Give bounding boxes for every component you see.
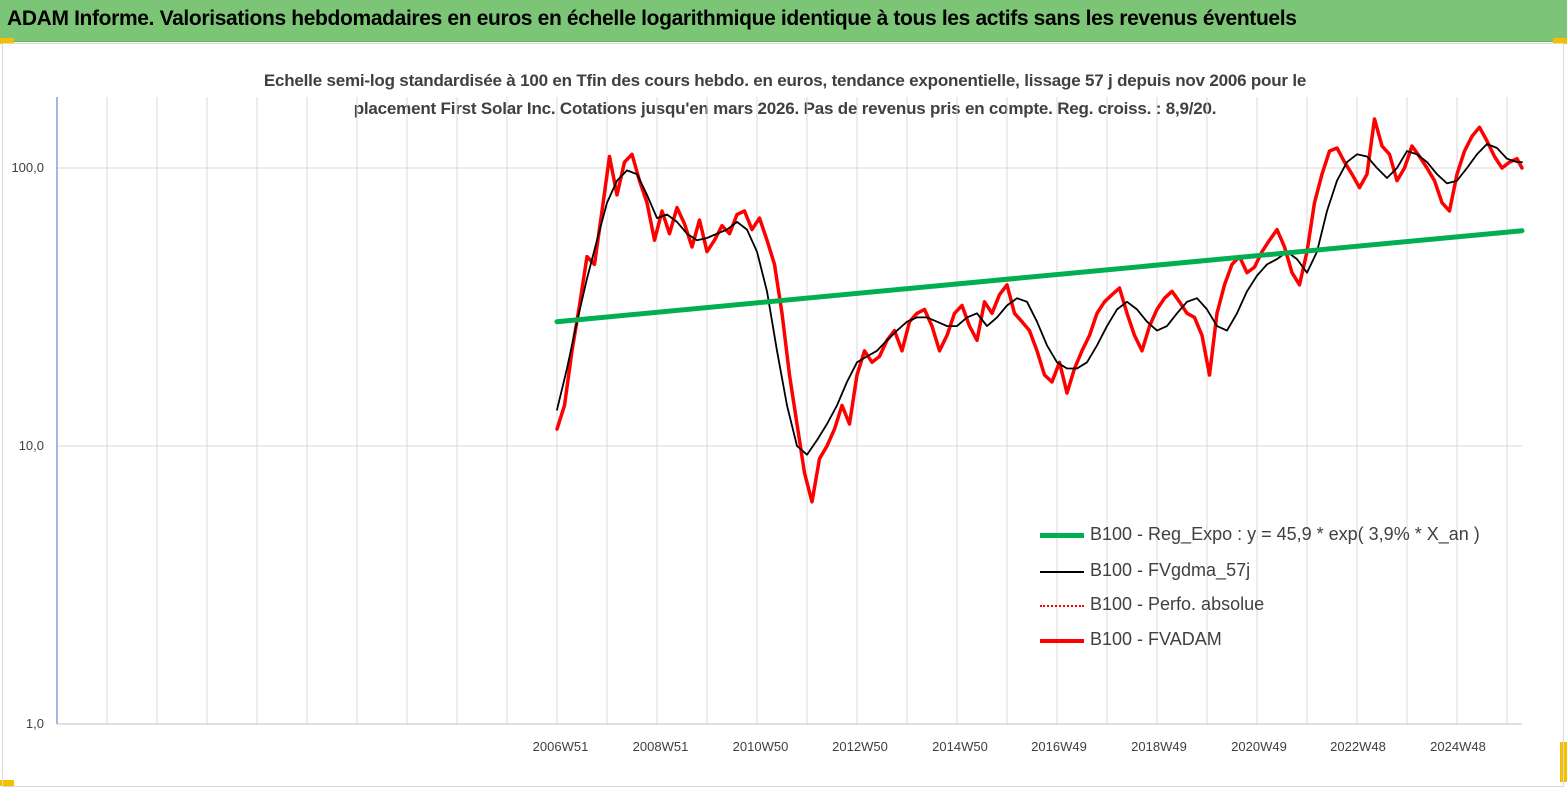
y-tick-label: 100,0 <box>11 160 44 175</box>
x-tick-label: 2014W50 <box>932 739 988 754</box>
x-tick-label: 2006W51 <box>533 739 589 754</box>
x-tick-label: 2010W50 <box>733 739 789 754</box>
legend-item-fvadam: B100 - FVADAM <box>1040 628 1510 652</box>
legend-item-perfo-absolue: B100 - Perfo. absolue <box>1040 593 1510 617</box>
legend-item-fvgdma: B100 - FVgdma_57j <box>1040 559 1510 583</box>
legend-swatch-reg-expo <box>1040 533 1084 538</box>
axis-layer <box>56 97 1522 725</box>
chart-subtitle: Echelle semi-log standardisée à 100 en T… <box>180 67 1390 123</box>
x-tick-label: 2012W50 <box>832 739 888 754</box>
x-tick-label: 2022W48 <box>1330 739 1386 754</box>
title-banner: ADAM Informe. Valorisations hebdomadaire… <box>0 0 1567 42</box>
legend-swatch-fvgdma <box>1040 571 1084 573</box>
banner-title: ADAM Informe. Valorisations hebdomadaire… <box>7 7 1297 30</box>
x-tick-label: 2024W48 <box>1430 739 1486 754</box>
x-tick-label: 2016W49 <box>1031 739 1087 754</box>
x-tick-label: 2020W49 <box>1231 739 1287 754</box>
chart-frame <box>2 43 1564 787</box>
corner-marker-top-right <box>1553 38 1567 44</box>
corner-marker-bottom-left <box>0 780 14 786</box>
chart-subtitle-line-1: Echelle semi-log standardisée à 100 en T… <box>263 71 1307 90</box>
chart-subtitle-line-2: placement First Solar Inc. Cotations jus… <box>353 99 1217 118</box>
legend-label-reg-expo: B100 - Reg_Expo : y = 45,9 * exp( 3,9% *… <box>1090 524 1480 544</box>
x-tick-label: 2018W49 <box>1131 739 1187 754</box>
legend-label-perfo-absolue: B100 - Perfo. absolue <box>1090 594 1265 614</box>
series-line-0 <box>554 228 1525 325</box>
y-tick-label: 1,0 <box>26 716 44 731</box>
legend-label-fvadam: B100 - FVADAM <box>1090 629 1222 649</box>
series-line-1 <box>556 143 1523 456</box>
x-tick-label: 2008W51 <box>633 739 689 754</box>
y-tick-labels: 1,0 10,0 100,0 <box>11 160 44 731</box>
series-layer <box>554 117 1525 504</box>
legend-item-reg-expo: B100 - Reg_Expo : y = 45,9 * exp( 3,9% *… <box>1040 523 1510 547</box>
legend-swatch-fvadam <box>1040 639 1084 643</box>
y-tick-label: 10,0 <box>19 438 44 453</box>
legend-label-fvgdma: B100 - FVgdma_57j <box>1090 560 1251 580</box>
legend-swatch-perfo-absolue <box>1040 605 1084 607</box>
x-tick-labels: 2006W51 2008W51 2010W50 2012W50 2014W50 2016W… <box>533 739 1486 754</box>
corner-marker-top-left <box>0 38 14 44</box>
